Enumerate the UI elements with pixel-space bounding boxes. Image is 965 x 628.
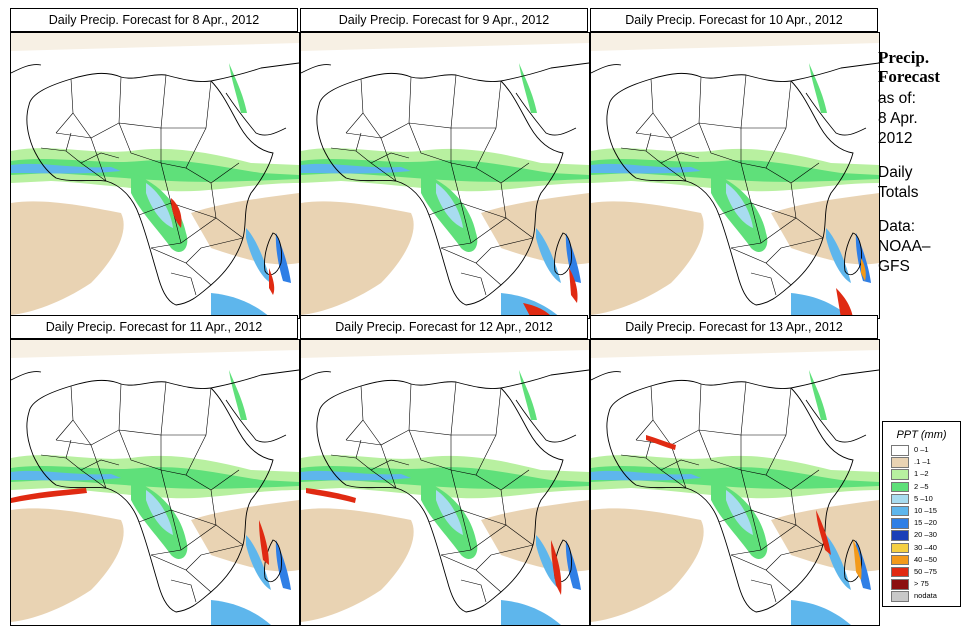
data-source-line2: NOAA–: [878, 238, 931, 255]
forecast-panel-day1: Daily Precip. Forecast for 8 Apr., 2012: [10, 8, 300, 319]
legend-label: 0 –1: [914, 445, 929, 454]
legend-label: 2 –5: [914, 481, 929, 491]
legend-swatch: [891, 554, 909, 566]
legend-swatch: [891, 566, 909, 578]
legend-swatch: [891, 591, 909, 602]
legend-swatch: [891, 445, 909, 456]
forecast-panel-day2: Daily Precip. Forecast for 9 Apr., 2012: [300, 8, 590, 319]
legend-swatch: [891, 579, 909, 590]
sidebar-heading-line1: Precip.: [878, 48, 930, 67]
legend-label: .1 –1: [914, 457, 931, 467]
legend-swatch: [891, 530, 909, 541]
legend-label: 20 –30: [914, 530, 937, 540]
legend-label: nodata: [914, 591, 937, 601]
forecast-panel-day5: Daily Precip. Forecast for 12 Apr., 2012: [300, 315, 590, 626]
legend-item: 1 –2: [883, 468, 960, 480]
legend-item: 40 –50: [883, 554, 960, 566]
precip-map-day1: [10, 32, 300, 319]
legend-label: 10 –15: [914, 505, 937, 515]
totals-line1: Daily: [878, 164, 913, 181]
precip-legend: PPT (mm) 0 –1 .1 –1 1 –2 2 –5 5 –10 10 –15 15 …: [882, 421, 961, 607]
legend-item: 15 –20: [883, 517, 960, 529]
legend-item: nodata: [883, 590, 960, 602]
legend-label: > 75: [914, 579, 929, 589]
sidebar-heading-line2: Forecast: [878, 67, 940, 86]
legend-item: 20 –30: [883, 529, 960, 541]
panel-title: Daily Precip. Forecast for 12 Apr., 2012: [300, 315, 588, 339]
legend-swatch: [891, 518, 909, 529]
precip-map-day6: [590, 339, 880, 626]
legend-item: .1 –1: [883, 456, 960, 468]
legend-swatch: [891, 469, 909, 480]
legend-label: 40 –50: [914, 554, 937, 564]
legend-item: 2 –5: [883, 481, 960, 493]
legend-swatch: [891, 481, 909, 493]
panel-title: Daily Precip. Forecast for 8 Apr., 2012: [10, 8, 298, 32]
asof-date-line2: 2012: [878, 130, 913, 147]
legend-item: 5 –10: [883, 493, 960, 505]
precip-map-day3: [590, 32, 880, 319]
panel-title: Daily Precip. Forecast for 11 Apr., 2012: [10, 315, 298, 339]
precip-map-day5: [300, 339, 590, 626]
legend-swatch: [891, 542, 909, 553]
legend-item: 50 –75: [883, 566, 960, 578]
data-source-line1: Data:: [878, 218, 916, 235]
precip-map-day4: [10, 339, 300, 626]
forecast-panel-day3: Daily Precip. Forecast for 10 Apr., 2012: [590, 8, 880, 319]
data-source-line3: GFS: [878, 258, 910, 275]
legend-item: 30 –40: [883, 542, 960, 554]
legend-swatch: [891, 493, 909, 505]
panel-title: Daily Precip. Forecast for 13 Apr., 2012: [590, 315, 878, 339]
legend-swatch: [891, 505, 909, 517]
panel-title: Daily Precip. Forecast for 9 Apr., 2012: [300, 8, 588, 32]
legend-item: > 75: [883, 578, 960, 590]
precip-map-day2: [300, 32, 590, 319]
forecast-panel-day6: Daily Precip. Forecast for 13 Apr., 2012: [590, 315, 880, 626]
legend-swatch: [891, 457, 909, 468]
legend-item: 0 –1: [883, 444, 960, 456]
legend-label: 15 –20: [914, 518, 937, 528]
asof-label: as of:: [878, 90, 916, 107]
legend-title: PPT (mm): [896, 429, 947, 441]
panel-title: Daily Precip. Forecast for 10 Apr., 2012: [590, 8, 878, 32]
legend-label: 50 –75: [914, 566, 937, 576]
legend-item: 10 –15: [883, 505, 960, 517]
legend-label: 1 –2: [914, 469, 929, 479]
legend-label: 30 –40: [914, 542, 937, 552]
legend-label: 5 –10: [914, 493, 933, 503]
forecast-panel-day4: Daily Precip. Forecast for 11 Apr., 2012: [10, 315, 300, 626]
forecast-info: Precip. Forecast as of: 8 Apr. 2012 Dail…: [878, 48, 964, 277]
asof-date-line1: 8 Apr.: [878, 110, 918, 127]
totals-line2: Totals: [878, 184, 919, 201]
legend-rows: 0 –1 .1 –1 1 –2 2 –5 5 –10 10 –15 15 –20 20 –30…: [883, 444, 960, 602]
